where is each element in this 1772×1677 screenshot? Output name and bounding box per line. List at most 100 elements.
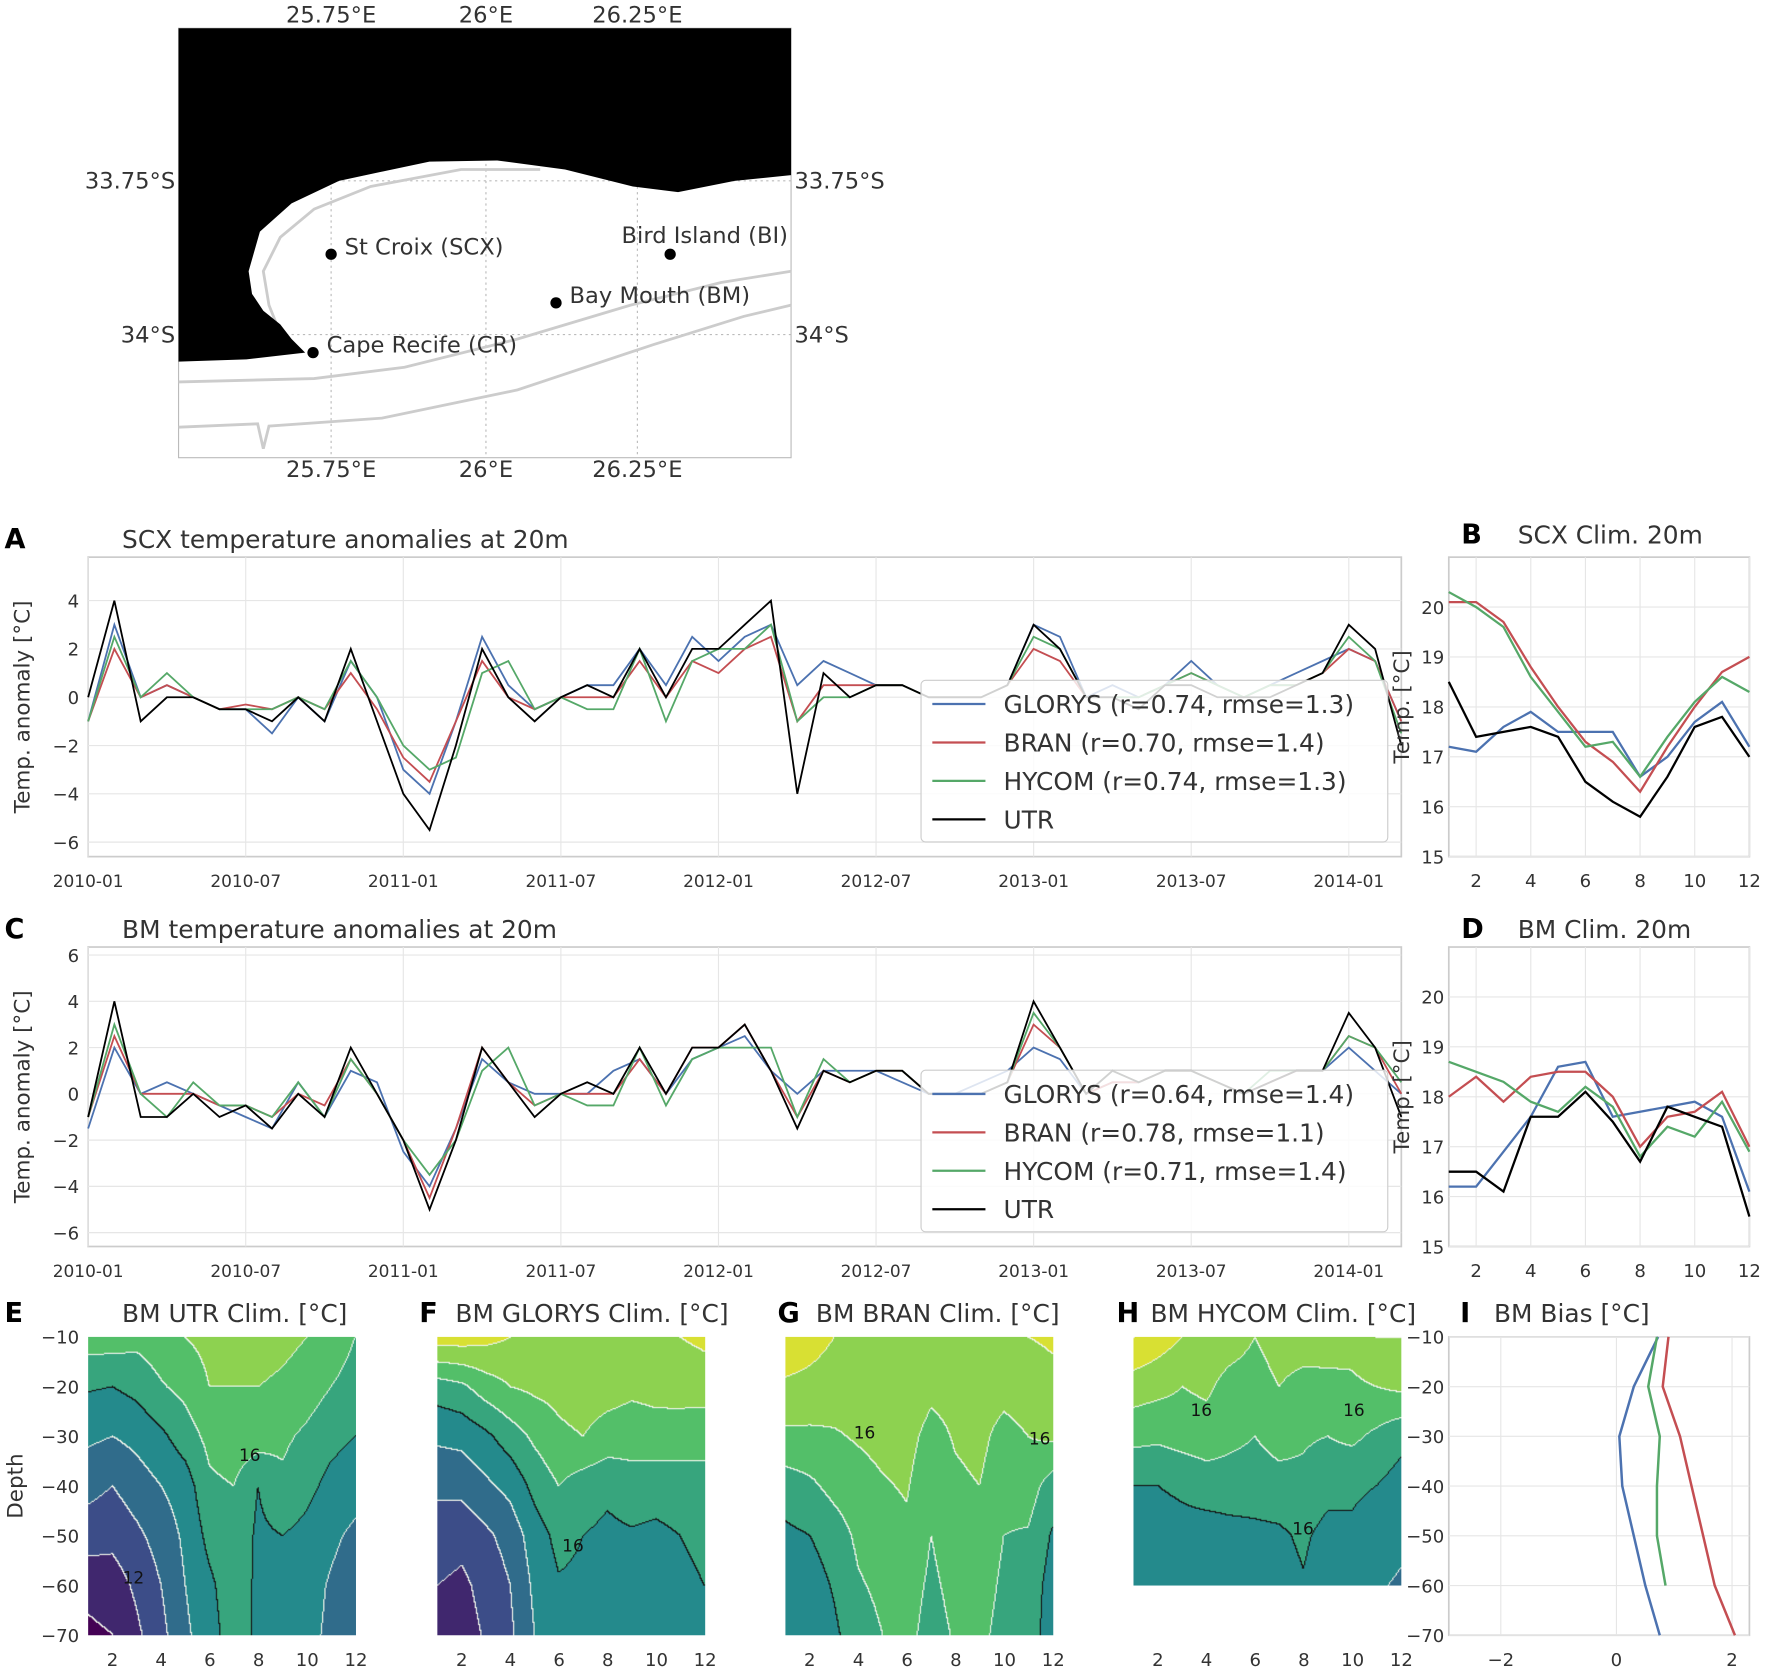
y-tick-label: −6 [52,833,79,854]
map-right-tick: 33.75°S [794,169,884,195]
series-line-bran [1448,600,1750,794]
x-tick-label: 10 [645,1650,668,1671]
x-tick-label: 10 [1683,871,1706,892]
panel-title: BM HYCOM Clim. [°C] [1150,1299,1416,1328]
legend-entry-utr: UTR [1004,805,1055,834]
x-tick-label: 2 [1470,1261,1482,1282]
x-tick-label: 2010-07 [210,871,281,891]
y-tick-label: −30 [41,1427,79,1448]
panel-I: I BM Bias [°C]−2 0 2−10−20−30−40−50−60−70 [1406,1298,1751,1671]
x-tick-label: 8 [1298,1650,1310,1671]
panel-letter: E [5,1298,24,1329]
map-bottom-tick: 25.75°E [286,457,376,483]
y-tick-label: 16 [1421,1187,1444,1208]
legend-entry-bran: BRAN (r=0.70, rmse=1.4) [1004,729,1325,758]
map-top-tick: 26.25°E [592,3,682,29]
panel-title: BM BRAN Clim. [°C] [816,1299,1060,1328]
x-tick-label: 2012-07 [841,871,912,891]
station-marker-bm[interactable] [550,297,562,309]
y-tick-label: −50 [41,1527,79,1548]
station-marker-cr[interactable] [307,346,319,359]
x-tick-label: 2010-01 [53,871,124,891]
x-tick-label: 10 [1683,1261,1706,1282]
station-label-cr: Cape Recife (CR) [327,333,517,359]
y-tick-label: 6 [68,946,80,967]
station-marker-scx[interactable] [325,248,337,260]
legend: GLORYS (r=0.74, rmse=1.3) BRAN (r=0.70, r… [920,679,1389,843]
x-tick-label: 4 [155,1650,167,1671]
map-bottom-tick: 26.25°E [592,457,682,483]
y-axis-label: Temp. anomaly [°C] [10,600,35,814]
panel-title: BM temperature anomalies at 20m [122,915,557,944]
y-tick-label: −20 [41,1377,79,1398]
panel-letter: A [5,524,26,555]
map-left-tick: 33.75°S [85,169,175,195]
station-label-bm: Bay Mouth (BM) [570,283,751,309]
x-tick-label: 2012-07 [841,1261,912,1281]
x-tick-label: 6 [901,1650,913,1671]
x-tick-label: 8 [1634,871,1646,892]
x-tick-label: 6 [553,1650,565,1671]
legend-entry-bran: BRAN (r=0.78, rmse=1.1) [1004,1118,1325,1147]
x-tick-label: 2011-01 [368,871,439,891]
map-top-tick: 25.75°E [286,3,376,29]
legend: GLORYS (r=0.64, rmse=1.4) BRAN (r=0.78, r… [920,1069,1389,1233]
y-tick-label: −4 [52,1177,79,1198]
y-tick-label: 0 [68,688,80,709]
bias-line-hycom [1646,1336,1667,1586]
legend-box [920,1069,1389,1233]
land-mass [178,28,792,362]
legend-entry-hycom: HYCOM (r=0.74, rmse=1.3) [1004,767,1347,796]
x-tick-label: 12 [694,1650,717,1671]
y-tick-label: 4 [68,992,80,1013]
y-tick-label: 2 [68,1038,80,1059]
y-tick-label: −10 [41,1328,79,1349]
contour-field-utr [88,1336,356,1636]
map-top-tick: 26°E [459,3,513,29]
x-tick-label: 8 [253,1650,265,1671]
panel-letter: I [1460,1298,1470,1329]
panel-A: A SCX temperature anomalies at 20m 2010-01… [5,524,1403,891]
y-tick-label: −2 [52,736,79,757]
y-tick-label: 0 [68,1085,80,1106]
y-tick-label: 15 [1421,1237,1444,1258]
panel-D: D BM Clim. 20m 2 4 6 8 10 12 20 19 18 17 16 15 Temp. [… [1390,914,1761,1282]
bias-line-glorys [1618,1336,1661,1636]
y-tick-label: 4 [68,591,80,612]
x-tick-label: −2 [1487,1650,1514,1671]
x-tick-label: 8 [1634,1261,1646,1282]
y-axis-label: Depth [4,1453,29,1518]
contour-field-bran [785,1336,1054,1636]
station-marker-bi[interactable] [664,248,676,260]
panel-C: C BM temperature anomalies at 20m 2010-01 2… [5,914,1403,1281]
x-tick-label: 6 [1580,871,1592,892]
legend-entry-utr: UTR [1004,1195,1055,1224]
x-tick-label: 2010-01 [53,1261,124,1281]
y-tick-label: −30 [1406,1427,1444,1448]
y-tick-label: −4 [52,785,79,806]
x-tick-label: 12 [1738,871,1761,892]
y-tick-label: −50 [1406,1527,1444,1548]
legend-box [920,679,1389,843]
contour-field-hycom [1133,1336,1402,1636]
y-tick-label: 20 [1421,988,1444,1009]
x-tick-label: 4 [1201,1650,1213,1671]
x-tick-label: 2011-01 [368,1261,439,1281]
y-tick-label: −6 [52,1223,79,1244]
legend-entry-glorys: GLORYS (r=0.74, rmse=1.3) [1004,690,1355,719]
x-tick-label: 10 [1341,1650,1364,1671]
y-axis-label: Temp. anomaly [°C] [10,990,35,1204]
map-panel: St Croix (SCX) Bird Island (BI) Bay Mout… [85,3,885,483]
x-tick-label: 2 [107,1650,119,1671]
x-tick-label: 8 [950,1650,962,1671]
y-axis-label: Temp. [°C] [1390,650,1415,764]
panel-B: B SCX Clim. 20m 2 4 6 8 10 12 20 19 18 17 16 15 Temp. … [1390,520,1761,893]
y-tick-label: −60 [41,1576,79,1597]
y-tick-label: −70 [41,1626,79,1647]
x-tick-label: 2 [1726,1650,1738,1671]
y-tick-label: 17 [1421,1137,1444,1158]
panel-title: BM UTR Clim. [°C] [122,1299,347,1328]
panel-letter: C [5,914,25,945]
panel-title: SCX temperature anomalies at 20m [122,525,569,554]
